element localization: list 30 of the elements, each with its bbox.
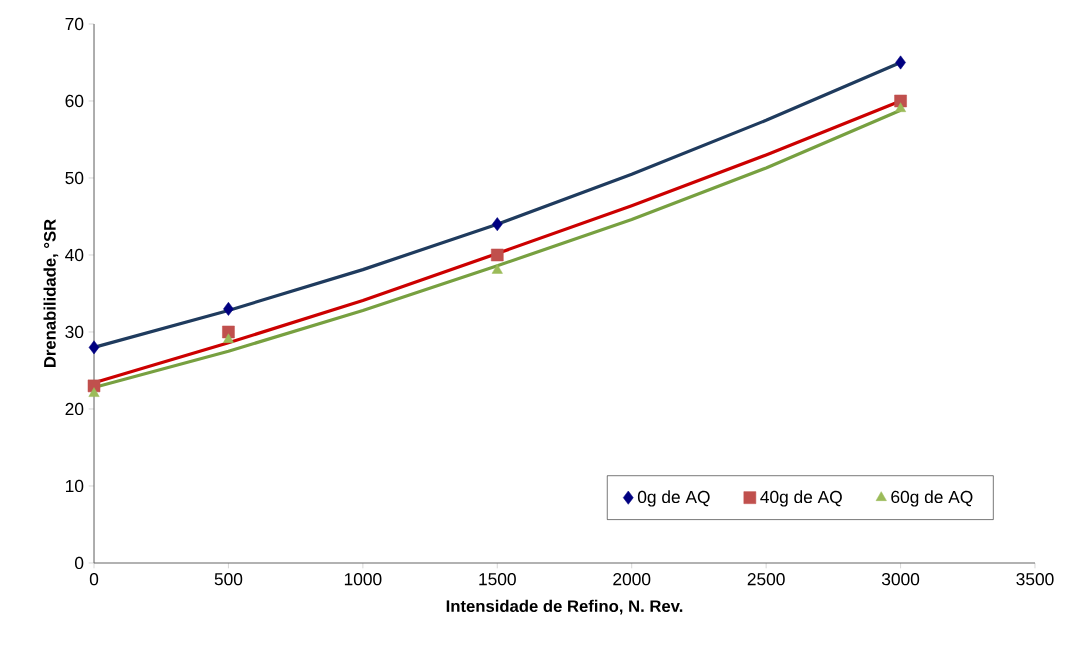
y-tick-label: 70	[65, 17, 84, 31]
point	[895, 55, 906, 70]
x-tick-label: 500	[214, 573, 243, 586]
y-tick-label: 0	[74, 556, 84, 570]
point	[88, 387, 100, 397]
legend-label: 40g de AQ	[760, 490, 842, 507]
point	[491, 264, 503, 274]
y-axis-title: Drenabilidade, °SR	[43, 219, 59, 368]
y-tick-label: 60	[65, 94, 84, 108]
x-tick-label: 1000	[344, 573, 382, 586]
point	[223, 301, 234, 316]
legend-label: 60g de AQ	[891, 490, 973, 507]
y-tick-label: 40	[65, 248, 84, 262]
x-tick-label: 3000	[881, 573, 920, 586]
point	[88, 340, 100, 355]
x-tick-label: 2500	[747, 573, 785, 586]
y-tick-label: 30	[65, 325, 84, 339]
point	[895, 102, 907, 112]
y-tick-label: 50	[65, 171, 84, 185]
x-tick-label: 0	[89, 573, 99, 586]
x-tick-label: 1500	[479, 573, 516, 586]
x-tick-label: 2000	[613, 573, 651, 586]
y-tick-label: 20	[65, 402, 84, 416]
point	[491, 248, 504, 262]
x-tick-label: 3500	[1016, 573, 1054, 586]
x-axis-title: Intensidade de Refino, N. Rev.	[446, 599, 683, 615]
y-tick-label: 10	[66, 479, 84, 493]
point	[222, 333, 234, 343]
legend-label: 0g de AQ	[637, 490, 710, 507]
point	[492, 217, 503, 232]
